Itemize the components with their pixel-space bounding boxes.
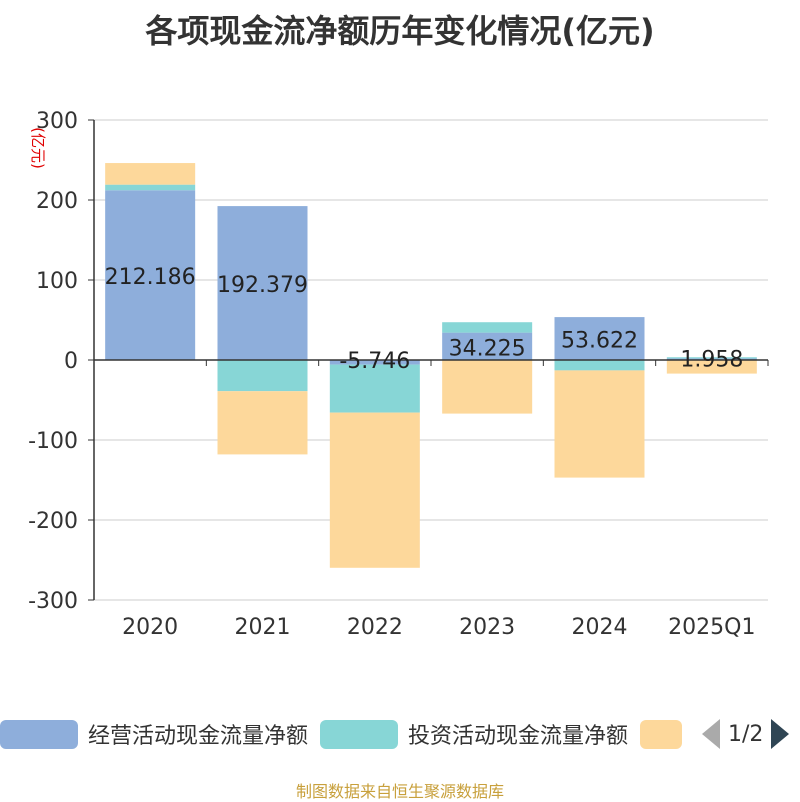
source-note: 制图数据来自恒生聚源数据库 (295, 782, 504, 801)
bar-operating (554, 317, 645, 360)
data-label: -5.746 (339, 349, 410, 374)
legend-item-financing[interactable] (640, 716, 682, 752)
legend-item-operating[interactable]: 经营活动现金流量净额 (0, 716, 308, 752)
data-label: 192.379 (217, 273, 308, 298)
bar-operating (666, 358, 757, 360)
x-tick-label: 2025Q1 (668, 615, 755, 640)
legend-prev-page-icon[interactable] (702, 719, 720, 749)
y-tick-label: 200 (36, 189, 78, 214)
y-tick-label: -200 (28, 509, 78, 534)
legend-label-operating: 经营活动现金流量净额 (88, 724, 309, 749)
y-tick-label: -100 (28, 429, 78, 454)
legend-next-page-icon[interactable] (771, 719, 790, 749)
bar-investing (666, 357, 757, 359)
y-tick-label: 0 (64, 349, 78, 374)
bar-operating (329, 360, 420, 365)
bar-financing (554, 370, 645, 478)
bar-investing (329, 364, 420, 413)
legend-page-indicator: 1/2 (728, 721, 764, 747)
data-label: 1.958 (680, 347, 743, 372)
legend-label-investing: 投资活动现金流量净额 (408, 724, 629, 749)
legend-item-investing[interactable]: 投资活动现金流量净额 (320, 716, 628, 752)
legend: 经营活动现金流量净额 投资活动现金流量净额 1/2 (0, 716, 800, 752)
x-tick-label: 2021 (235, 615, 291, 640)
bar-financing (217, 391, 308, 455)
bar-investing (105, 184, 196, 191)
y-axis-label: (亿元) (29, 127, 47, 169)
y-tick-label: 100 (36, 269, 78, 294)
x-tick-label: 2024 (572, 615, 628, 640)
bar-operating (442, 332, 533, 360)
chart-title: 各项现金流净额历年变化情况(亿元) (145, 12, 655, 50)
data-label: 53.622 (561, 329, 638, 354)
bar-financing (442, 360, 533, 414)
bar-investing (554, 360, 645, 371)
bar-investing (217, 360, 308, 392)
bar-operating (105, 190, 196, 360)
bar-investing (442, 322, 533, 333)
legend-swatch-financing (640, 719, 682, 749)
data-label: 34.225 (449, 336, 526, 361)
bar-financing (105, 163, 196, 185)
bar-operating (217, 206, 308, 360)
y-tick-label: -300 (28, 589, 78, 614)
data-label: 212.186 (105, 265, 196, 290)
x-tick-label: 2023 (459, 615, 515, 640)
x-tick-label: 2022 (347, 615, 403, 640)
x-tick-label: 2020 (122, 615, 178, 640)
bar-financing (329, 412, 420, 568)
legend-swatch-operating (0, 719, 78, 749)
legend-pager: 1/2 (702, 716, 790, 752)
y-tick-label: 300 (36, 109, 78, 134)
bar-financing (666, 360, 757, 374)
legend-swatch-investing (320, 719, 398, 749)
